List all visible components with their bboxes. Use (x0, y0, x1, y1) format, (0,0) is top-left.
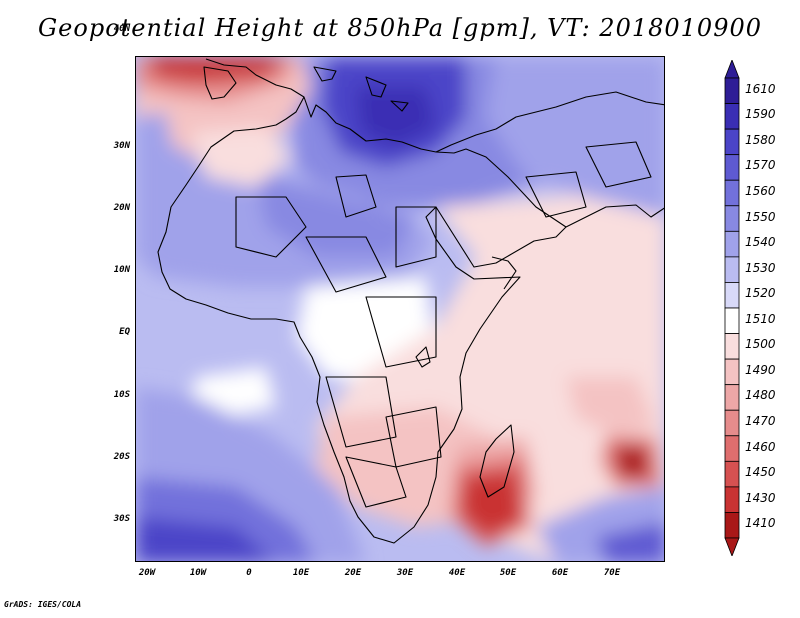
colorbar (724, 60, 740, 556)
colorbar-top-arrow (724, 60, 740, 79)
colorbar-label: 1580 (745, 132, 776, 147)
colorbar-label: 1480 (745, 388, 776, 403)
colorbar-swatch (724, 333, 740, 360)
lon-label: 0 (246, 568, 252, 578)
lon-label: 30E (396, 568, 414, 578)
map-title: Geopotential Height at 850hPa [gpm], VT:… (38, 14, 762, 42)
colorbar-label: 1520 (745, 286, 776, 301)
colorbar-swatch (724, 230, 740, 258)
colorbar-swatch (724, 154, 740, 181)
coastlines (157, 58, 664, 544)
colorbar-swatch (724, 282, 740, 309)
colorbar-label: 1460 (745, 439, 776, 454)
colorbar-label: 1610 (745, 81, 776, 96)
lon-label: 10W (189, 568, 207, 578)
lat-label: 20N (113, 203, 130, 213)
colorbar-swatch (724, 256, 740, 283)
lat-label: 30N (113, 141, 130, 151)
colorbar-swatch (724, 205, 740, 232)
lon-label: 50E (499, 568, 517, 578)
lat-label: 10S (113, 390, 130, 400)
colorbar-label: 1560 (745, 184, 776, 198)
colorbar-label: 1590 (745, 107, 776, 122)
colorbar-bottom-arrow (724, 537, 740, 556)
lat-label: 20S (113, 452, 130, 462)
colorbar-label: 1430 (745, 490, 776, 505)
colorbar-label: 1570 (745, 158, 776, 173)
colorbar-swatch (724, 128, 740, 156)
colorbar-swatch (724, 460, 740, 488)
colorbar-label: 1410 (745, 516, 776, 531)
colorbar-swatch (724, 307, 740, 334)
footer-credit: GrADS: IGES/COLA (4, 600, 82, 609)
colorbar-label: 1530 (745, 260, 776, 275)
lon-label: 20W (138, 568, 156, 578)
lon-label: 60E (551, 568, 569, 578)
colorbar-label: 1500 (745, 337, 776, 352)
colorbar-label: 1510 (745, 311, 776, 326)
colorbar-swatch (724, 358, 740, 386)
colorbar-swatch (724, 77, 740, 104)
lon-label: 10E (292, 568, 310, 578)
colorbar-swatch (724, 435, 740, 462)
colorbar-swatch (724, 486, 740, 513)
lat-label: EQ (119, 327, 130, 337)
colorbar-swatch (724, 384, 740, 411)
colorbar-label: 1470 (745, 414, 776, 428)
colorbar-label: 1550 (745, 209, 776, 224)
colorbar-swatch (724, 409, 740, 437)
lon-label: 20E (344, 568, 362, 578)
lon-label: 40E (448, 568, 466, 578)
map-panel (135, 56, 665, 562)
colorbar-label: 1450 (745, 465, 776, 480)
colorbar-label: 1540 (745, 235, 776, 250)
colorbar-label: 1490 (745, 362, 776, 377)
geopotential-field (136, 57, 664, 561)
lon-label: 70E (603, 568, 621, 578)
lat-label: 10N (113, 265, 130, 275)
lat-label: 30S (113, 514, 130, 524)
lat-label: 40N (113, 24, 130, 34)
colorbar-swatch (724, 512, 740, 539)
colorbar-swatch (724, 103, 740, 130)
colorbar-swatch (724, 179, 740, 207)
